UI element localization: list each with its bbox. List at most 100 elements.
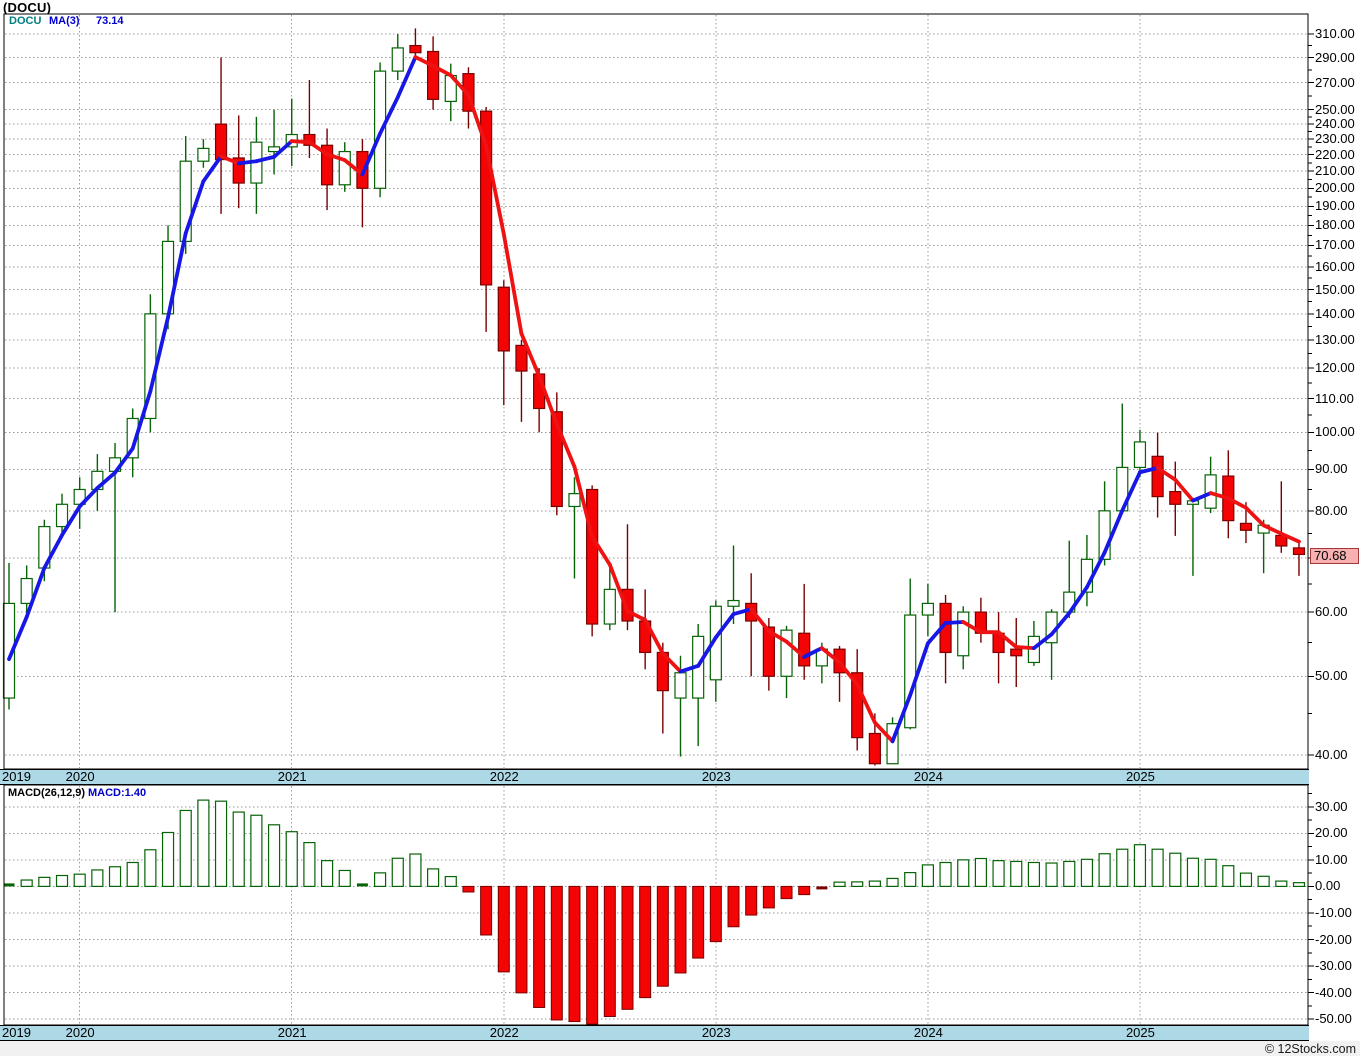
macd-bar-negative xyxy=(621,885,634,1010)
macd-bar-positive xyxy=(1239,872,1253,887)
macd-bar-negative xyxy=(586,885,599,1025)
price-axis-label: 160.00 xyxy=(1315,258,1355,274)
macd-bar-negative xyxy=(656,885,669,987)
macd-bar-positive xyxy=(1063,860,1076,887)
copyright-link[interactable]: © 12Stocks.com xyxy=(1264,1042,1356,1056)
price-chart-year-axis-band: 2019 2020 2021 2022 2023 2024 2025 xyxy=(0,769,1309,785)
macd-axis-label: 30.00 xyxy=(1315,798,1348,814)
candle-up xyxy=(780,629,793,677)
candle-down xyxy=(550,411,563,508)
price-axis-label: 90.00 xyxy=(1315,461,1348,477)
macd-bar-negative xyxy=(515,885,528,994)
macd-bar-negative xyxy=(480,885,493,936)
macd-bar-positive xyxy=(214,800,228,888)
price-axis-label: 240.00 xyxy=(1315,116,1355,132)
macd-bar-negative xyxy=(497,885,510,973)
legend-ma-label: MA(3) xyxy=(49,15,80,27)
macd-bar-positive xyxy=(197,799,210,887)
macd-year-axis-band: 2019 2020 2021 2022 2023 2024 2025 xyxy=(0,1025,1309,1041)
candle-up xyxy=(727,599,740,607)
footer-strip: © 12Stocks.com xyxy=(0,1041,1360,1056)
macd-bar-negative xyxy=(568,885,581,1023)
year-label: 2024 xyxy=(913,769,943,784)
macd-bar-negative xyxy=(603,885,616,1017)
price-axis-label: 270.00 xyxy=(1315,74,1355,90)
macd-bar-positive xyxy=(20,879,33,888)
ma3-line xyxy=(7,55,1301,744)
price-axis-label: 120.00 xyxy=(1315,360,1355,376)
price-axis-label: 220.00 xyxy=(1315,146,1355,162)
macd-bar-negative xyxy=(550,885,563,1021)
year-label: 2020 xyxy=(65,769,95,784)
macd-axis-label: 10.00 xyxy=(1315,851,1348,867)
candle-up xyxy=(921,602,934,616)
macd-value-label: MACD:1.40 xyxy=(88,787,147,799)
price-chart-plot-area[interactable] xyxy=(4,14,1308,769)
macd-bar-positive xyxy=(373,872,387,887)
price-axis-label: 180.00 xyxy=(1315,217,1355,233)
price-axis-label: 170.00 xyxy=(1315,237,1355,253)
macd-bar-positive xyxy=(126,861,139,888)
price-axis-label: 150.00 xyxy=(1315,281,1355,297)
candle-up xyxy=(20,577,33,604)
macd-bar-positive xyxy=(161,831,175,887)
candle-down xyxy=(868,732,881,765)
year-label: 2022 xyxy=(489,769,519,784)
candle-down xyxy=(762,626,775,677)
candle-down xyxy=(427,50,440,100)
candle-down xyxy=(798,632,811,667)
macd-bar-dash xyxy=(356,883,368,887)
macd-bar-positive xyxy=(1257,875,1270,887)
year-label: 2023 xyxy=(701,769,731,784)
macd-bar-negative xyxy=(727,885,740,928)
macd-bar-positive xyxy=(1151,848,1164,887)
price-axis-label: 100.00 xyxy=(1315,424,1355,440)
macd-bar-negative xyxy=(780,885,793,900)
price-axis-label: 310.00 xyxy=(1315,26,1355,42)
macd-axis-label: -20.00 xyxy=(1315,931,1352,947)
year-label: 2020 xyxy=(65,1025,95,1040)
macd-bar-positive xyxy=(179,809,192,887)
candle-up xyxy=(603,588,616,625)
year-label: 2025 xyxy=(1125,1025,1155,1040)
macd-bar-negative xyxy=(462,885,475,893)
macd-bar-negative xyxy=(745,885,758,916)
price-axis-label: 200.00 xyxy=(1315,180,1355,196)
macd-bar-positive xyxy=(73,873,86,888)
macd-bar-positive xyxy=(267,824,281,888)
price-axis-label: 130.00 xyxy=(1315,331,1355,347)
candle-down xyxy=(1169,490,1182,505)
year-label: 2019 xyxy=(2,769,31,784)
candle-up xyxy=(957,611,970,657)
price-axis-label: 40.00 xyxy=(1315,746,1348,762)
page-title: (DOCU) xyxy=(3,0,52,15)
macd-bar-positive xyxy=(285,831,298,887)
macd-bar-positive xyxy=(833,881,846,887)
macd-bar-positive xyxy=(427,868,440,888)
macd-bar-negative xyxy=(692,885,705,959)
macd-bar-positive xyxy=(444,875,457,887)
macd-axis-label: -50.00 xyxy=(1315,1011,1352,1027)
macd-axis-label: -30.00 xyxy=(1315,958,1352,974)
macd-bar-positive xyxy=(1292,882,1306,887)
candle-down xyxy=(1151,455,1164,498)
year-label: 2021 xyxy=(277,769,307,784)
macd-bar-positive xyxy=(1116,848,1129,887)
price-axis-label: 210.00 xyxy=(1315,163,1355,179)
last-price-tag: 70.68 xyxy=(1310,548,1359,565)
candle-up xyxy=(338,150,351,186)
candle-down xyxy=(497,286,510,352)
macd-bar-positive xyxy=(38,876,51,887)
price-axis-label: 230.00 xyxy=(1315,131,1355,147)
macd-bar-positive xyxy=(1186,857,1200,888)
macd-bar-negative xyxy=(798,885,811,896)
candle-down xyxy=(303,133,316,146)
candle-down xyxy=(1239,522,1253,531)
macd-plot-area[interactable] xyxy=(4,785,1308,1025)
candle-up xyxy=(55,503,69,528)
macd-bar-positive xyxy=(409,853,422,887)
candle-down xyxy=(1292,547,1306,556)
macd-histogram xyxy=(3,799,1306,1025)
macd-bar-negative xyxy=(639,885,652,999)
